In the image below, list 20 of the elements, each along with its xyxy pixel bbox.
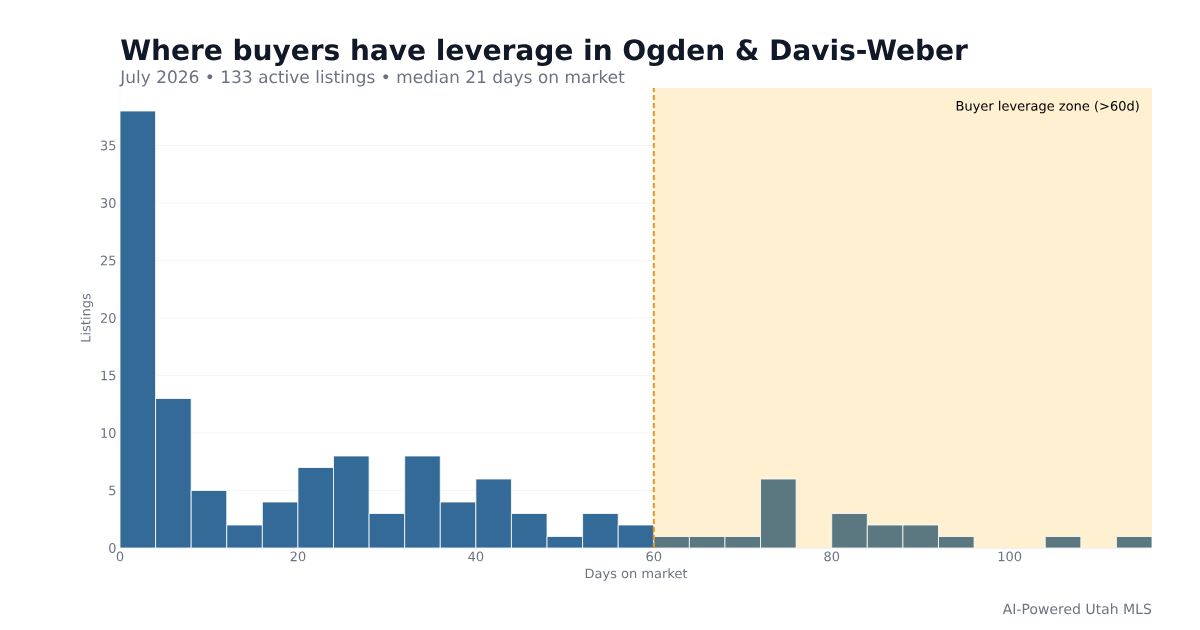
y-tick-label: 20: [100, 313, 116, 323]
x-axis-title: Days on market: [585, 568, 688, 581]
y-tick-label: 35: [100, 140, 116, 151]
y-tick-label: 25: [100, 255, 116, 266]
chart-title: Where buyers have leverage in Ogden & Davis-Weber: [121, 38, 968, 67]
y-tick-label: 30: [100, 198, 116, 208]
y-tick-label: 5: [109, 485, 116, 496]
x-tick-label: 80: [824, 551, 840, 562]
chart-subtitle: July 2026 • 133 active listings • median 21 days on market: [119, 70, 625, 87]
text: AI-Powered Utah MLS: [1002, 603, 1152, 615]
x-tick-label: 40: [468, 551, 484, 562]
y-tick-label: 0: [109, 543, 116, 553]
x-tick-label: 0: [116, 551, 124, 562]
x-tick-label: 100: [998, 551, 1022, 562]
y-tick-label: 15: [101, 370, 116, 381]
y-tick-label: 10: [101, 428, 116, 438]
x-tick-label: 20: [290, 551, 306, 562]
x-tick-label: 60: [646, 551, 662, 562]
y-axis-title: Listings: [80, 293, 94, 342]
band-label: Buyer leverage zone (>60d): [956, 100, 1139, 114]
